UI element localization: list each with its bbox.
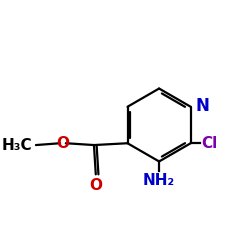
Text: N: N [196,97,209,115]
Text: H₃C: H₃C [1,138,32,152]
Text: O: O [56,136,70,151]
Text: O: O [89,178,102,193]
Text: Cl: Cl [201,136,218,151]
Text: NH₂: NH₂ [143,173,175,188]
